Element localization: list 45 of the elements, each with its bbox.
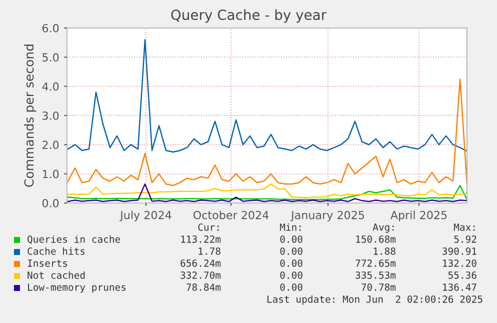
text: 0.00 (280, 259, 302, 267)
legend-label: Cache hits (28, 247, 85, 255)
x-tick-label: October 2024 (193, 210, 269, 220)
text: Min: (280, 223, 301, 231)
text: 390.91 (442, 247, 476, 255)
y-tick-label: 5.0 (42, 53, 59, 62)
y-tick-label: 1.0 (42, 170, 59, 178)
text: 132.20 (443, 259, 476, 267)
legend-label: Inserts (28, 260, 68, 267)
y-tick-label: 2.0 (42, 140, 59, 150)
text: 55.36 (448, 271, 476, 279)
y-tick-label: 0.0 (42, 198, 59, 208)
text: 136.47 (443, 283, 476, 291)
legend-label: Low-memory prunes (28, 284, 126, 293)
text: 332.70m (180, 271, 221, 279)
text: 772.65m (356, 259, 396, 267)
legend-label: Queries in cache (28, 235, 120, 244)
text: 70.78m (362, 283, 396, 291)
text: Cur: (198, 223, 219, 231)
text: Last update: Mon Jun 2 02:00:26 2025 (267, 295, 482, 305)
x-tick-label: July 2024 (120, 210, 172, 222)
legend-label: Not cached (28, 271, 85, 279)
line-series (67, 78, 467, 186)
text: 656.24m (180, 259, 221, 267)
text: 1.88 (374, 247, 396, 255)
text: Max: (454, 224, 475, 231)
text: 0.00 (280, 283, 302, 291)
text: 0.00 (280, 247, 302, 255)
text: 78.84m (186, 283, 221, 291)
x-tick-label: April 2025 (390, 210, 447, 222)
y-axis-title: Commands per second (24, 44, 36, 187)
y-tick-label: 4.0 (42, 82, 59, 91)
x-tick-label: January 2025 (290, 210, 364, 222)
text: 0.00 (280, 235, 302, 243)
y-tick-label: 3.0 (42, 111, 59, 120)
text: Avg: (372, 224, 394, 233)
text: 113.22m (181, 235, 221, 243)
text: 1.78 (198, 247, 220, 255)
text: 5.92 (454, 235, 476, 243)
chart-title: Query Cache - by year (171, 9, 327, 23)
y-tick-label: 6.0 (42, 24, 59, 32)
text: 335.53m (356, 271, 396, 279)
text: 0.00 (280, 271, 302, 279)
text: 150.68m (356, 235, 396, 243)
line-series (67, 39, 467, 153)
